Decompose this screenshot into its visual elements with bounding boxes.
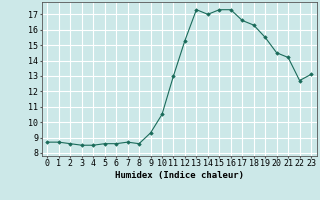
X-axis label: Humidex (Indice chaleur): Humidex (Indice chaleur) xyxy=(115,171,244,180)
